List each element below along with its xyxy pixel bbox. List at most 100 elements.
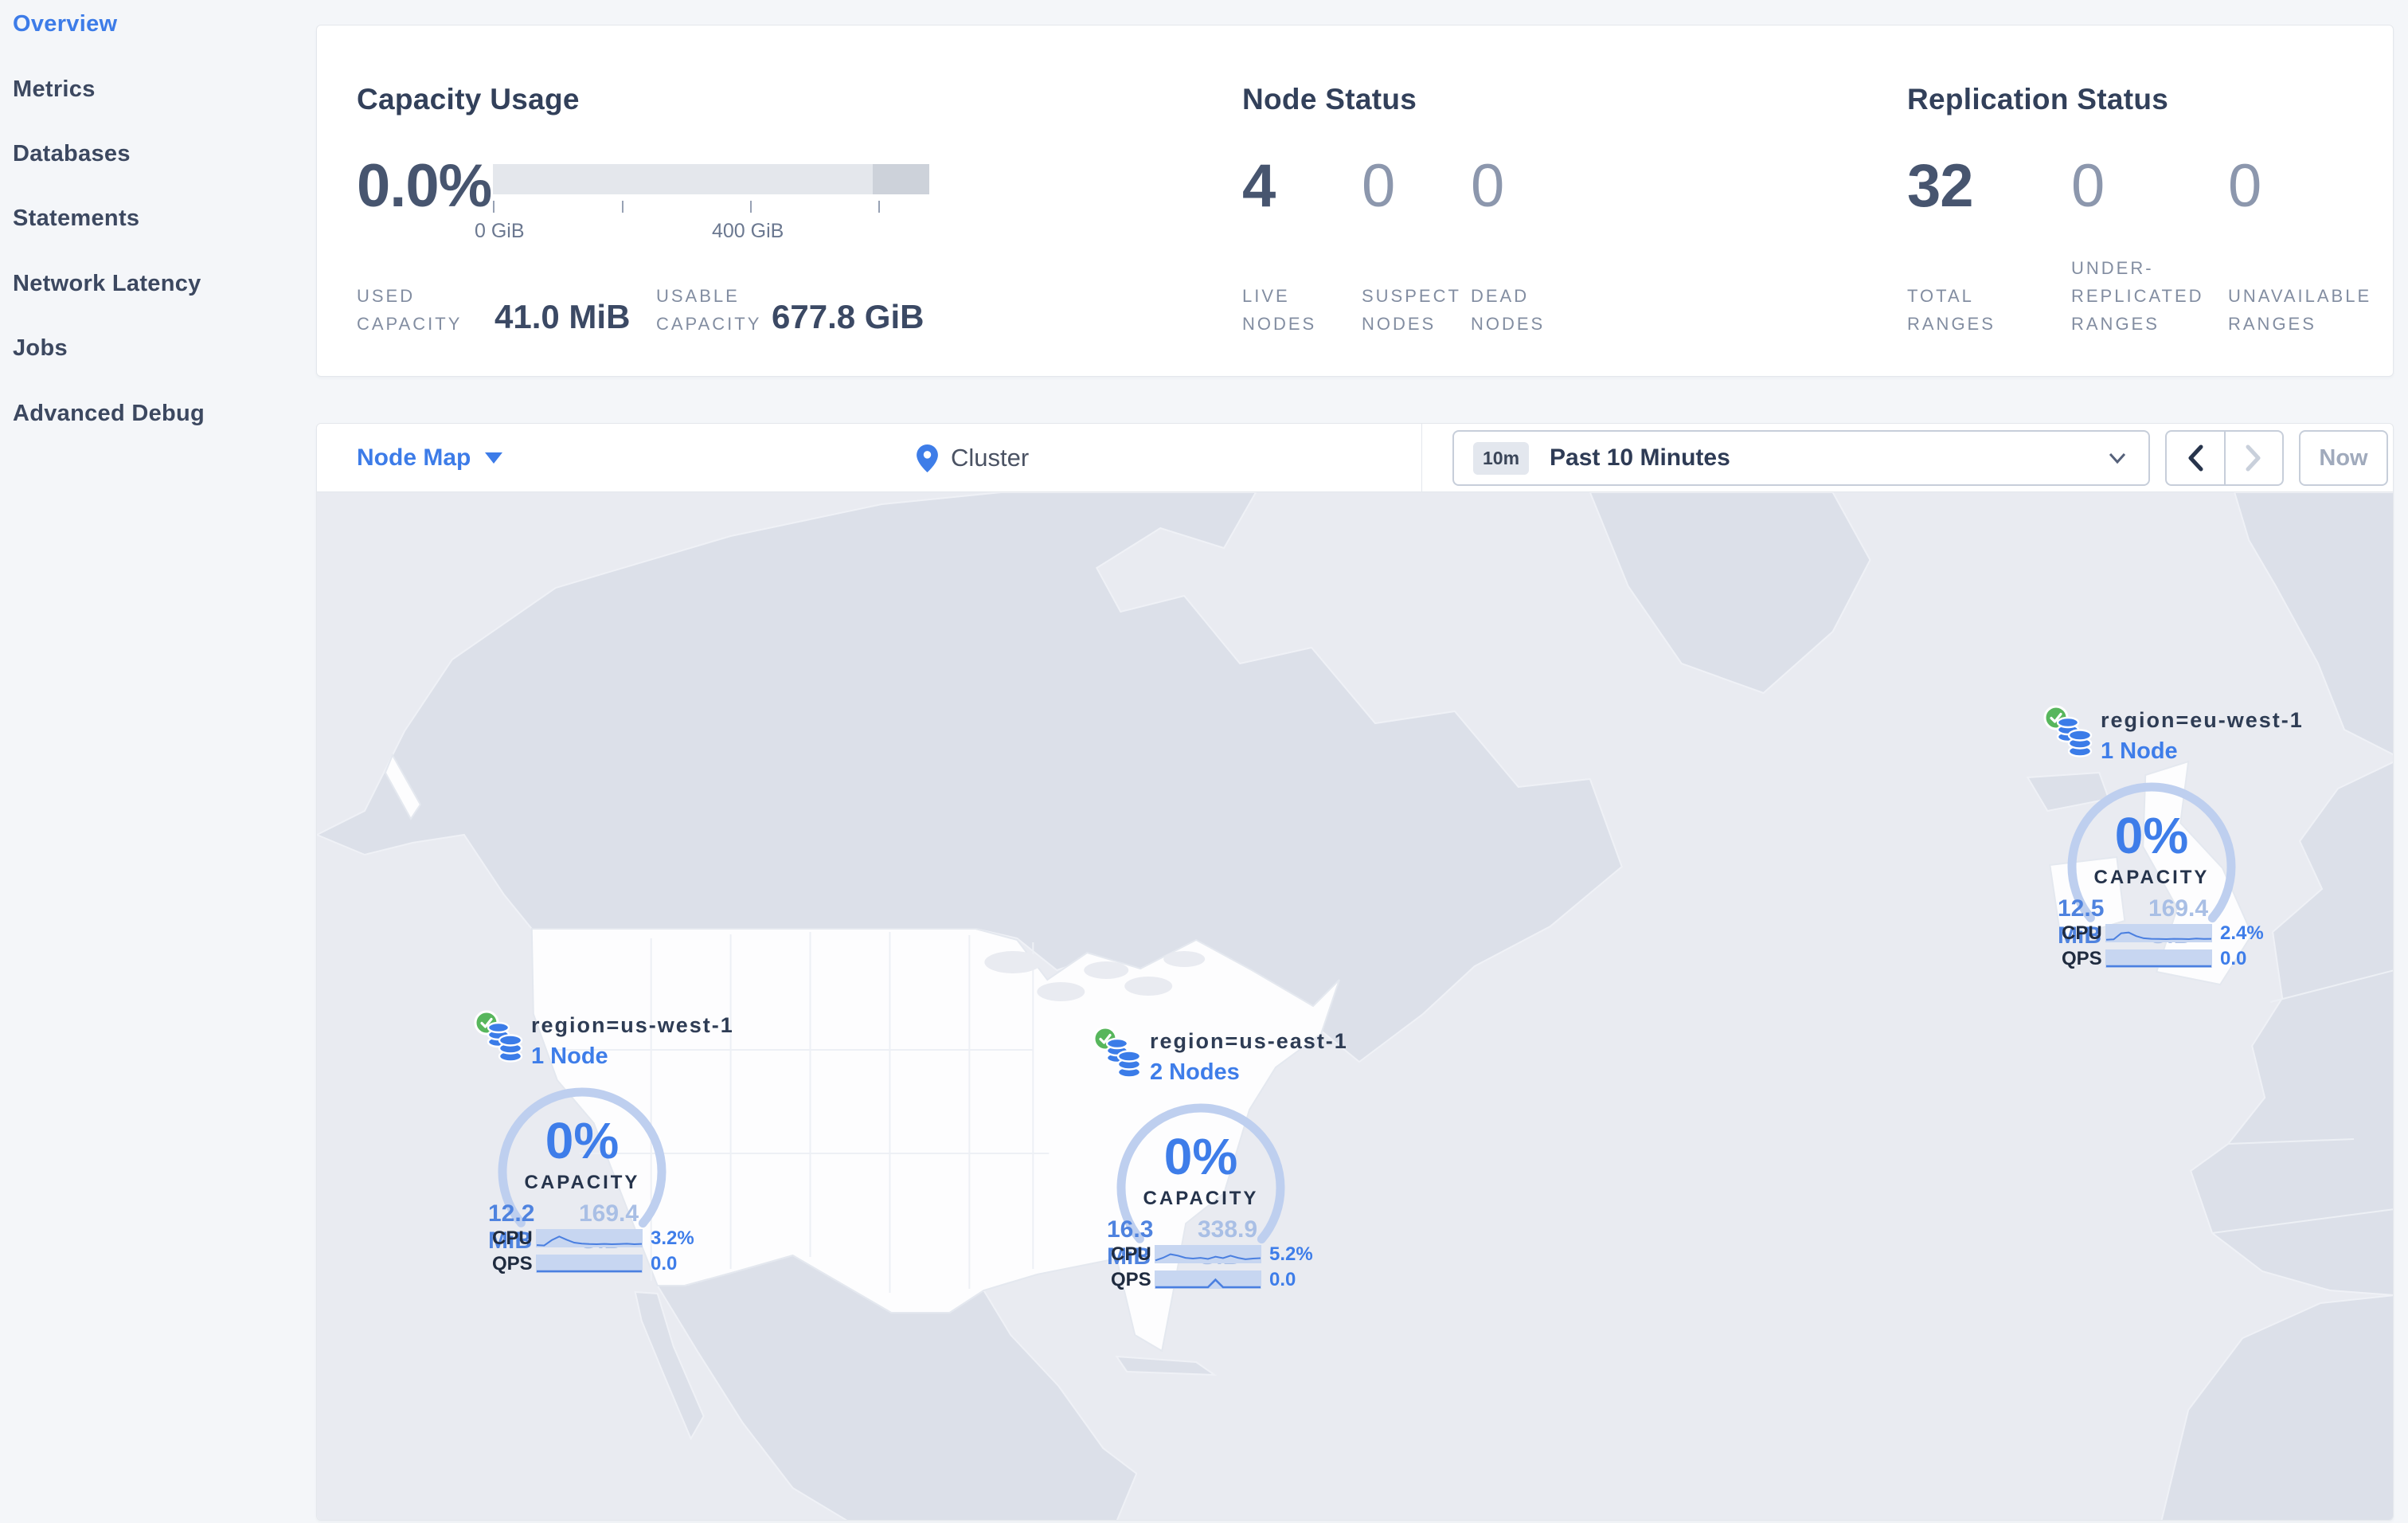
cpu-value: 2.4%	[2220, 922, 2264, 944]
cluster-summary-panel: Capacity Usage 0.0% 0 GiB 400 GiB USED C…	[316, 25, 2394, 377]
sidebar-item-databases[interactable]: Databases	[13, 141, 131, 166]
under-replicated-ranges-count: 0	[2071, 152, 2105, 220]
replication-status-title: Replication Status	[1907, 83, 2169, 115]
qps-label: QPS	[2062, 947, 2102, 969]
capacity-percent: 0%	[2114, 807, 2189, 864]
cpu-label: CPU	[1111, 1243, 1151, 1265]
qps-label: QPS	[492, 1252, 533, 1274]
bar-tick-label-0: 0 GiB	[475, 220, 525, 242]
bar-tick	[622, 201, 624, 213]
chevron-down-icon	[2109, 452, 2126, 464]
time-forward-button[interactable]	[2223, 432, 2283, 484]
suspect-nodes-label: SUSPECT NODES	[1362, 286, 1461, 334]
breadcrumb-label: Cluster	[951, 444, 1030, 472]
qps-sparkline	[2105, 949, 2212, 968]
dead-nodes-label: DEAD NODES	[1471, 286, 1546, 334]
capacity-usage-title: Capacity Usage	[357, 83, 580, 115]
view-mode-label: Node Map	[357, 444, 471, 471]
capacity-label: CAPACITY	[524, 1172, 640, 1193]
cpu-label: CPU	[2062, 922, 2102, 944]
bar-tick-label-400: 400 GiB	[712, 220, 784, 242]
cpu-sparkline	[2105, 924, 2212, 942]
live-nodes-count: 4	[1242, 152, 1276, 220]
bar-tick	[750, 201, 752, 213]
region-name-link[interactable]: region=eu-west-1	[2101, 708, 2304, 732]
cpu-row: CPU 5.2%	[1111, 1243, 1318, 1265]
qps-value: 0.0	[2220, 947, 2247, 969]
time-range-select[interactable]: 10m Past 10 Minutes	[1452, 430, 2150, 486]
database-icon	[487, 1021, 523, 1063]
cpu-value: 5.2%	[1269, 1243, 1313, 1265]
qps-sparkline	[536, 1255, 643, 1273]
sidebar-item-overview[interactable]: Overview	[13, 11, 118, 37]
sidebar-item-advanced-debug[interactable]: Advanced Debug	[13, 401, 205, 426]
capacity-label: CAPACITY	[1143, 1188, 1259, 1209]
region-name-link[interactable]: region=us-west-1	[531, 1013, 734, 1037]
map-toolbar: Node Map Cluster 10m Past 10 Minutes	[317, 424, 2393, 492]
unavailable-ranges-count: 0	[2228, 152, 2261, 220]
view-mode-dropdown[interactable]: Node Map	[357, 424, 503, 492]
capacity-label: CAPACITY	[2093, 867, 2210, 888]
used-capacity: 12.2 MiB	[488, 1200, 535, 1254]
capacity-percent: 0%	[545, 1112, 620, 1169]
capacity-gauge	[498, 1087, 666, 1256]
sidebar-item-jobs[interactable]: Jobs	[13, 335, 68, 361]
time-range-badge: 10m	[1473, 441, 1530, 475]
sidebar-item-metrics[interactable]: Metrics	[13, 76, 96, 102]
suspect-nodes-count: 0	[1362, 152, 1395, 220]
database-icon	[2056, 716, 2093, 758]
bar-tick	[493, 201, 494, 213]
capacity-gauge	[2067, 782, 2236, 951]
map-pin-icon	[917, 444, 938, 472]
qps-sparkline	[1155, 1270, 1261, 1289]
cpu-value: 3.2%	[651, 1227, 694, 1249]
world-map: 0% CAPACITY 12.2 MiB 169.4 GiB	[317, 492, 2393, 1520]
time-pager	[2165, 430, 2284, 486]
usable-capacity-label: USABLE CAPACITY	[656, 286, 762, 334]
cpu-sparkline	[1155, 1245, 1261, 1263]
qps-row: QPS 0.0	[492, 1252, 699, 1274]
now-button[interactable]: Now	[2299, 430, 2388, 486]
sidebar-item-statements[interactable]: Statements	[13, 206, 140, 231]
database-icon	[1105, 1037, 1142, 1079]
qps-value: 0.0	[651, 1252, 678, 1274]
region-icons	[474, 1010, 526, 1063]
node-map-panel: Node Map Cluster 10m Past 10 Minutes	[316, 423, 2394, 1521]
capacity-percent: 0%	[1163, 1128, 1238, 1185]
capacity-usage-bar	[493, 164, 929, 194]
cpu-sparkline	[536, 1229, 643, 1247]
chevron-down-icon	[485, 452, 503, 464]
total-ranges-label: TOTAL RANGES	[1907, 286, 1996, 334]
region-node-count-link[interactable]: 1 Node	[531, 1043, 608, 1069]
capacity-usage-percent: 0.0%	[357, 152, 492, 220]
capacity-gauge	[1116, 1103, 1285, 1272]
used-capacity: 12.5 MiB	[2058, 895, 2105, 949]
sidebar-item-network-latency[interactable]: Network Latency	[13, 271, 201, 296]
used-capacity: 16.3 MiB	[1107, 1216, 1154, 1270]
used-capacity-label: USED CAPACITY	[357, 286, 463, 334]
world-map-svg	[317, 492, 2393, 1520]
capacity-bar-dark-segment	[872, 164, 929, 194]
cpu-label: CPU	[492, 1227, 533, 1249]
region-node-count-link[interactable]: 1 Node	[2101, 738, 2178, 764]
node-status-title: Node Status	[1242, 83, 1417, 115]
breadcrumb[interactable]: Cluster	[917, 424, 1029, 492]
region-node-count-link[interactable]: 2 Nodes	[1150, 1059, 1240, 1085]
region-icons	[2043, 705, 2096, 758]
used-capacity-value: 41.0 MiB	[494, 298, 631, 335]
region-name-link[interactable]: region=us-east-1	[1150, 1029, 1348, 1053]
under-replicated-ranges-label: UNDER-REPLICATED RANGES	[2071, 258, 2204, 334]
qps-value: 0.0	[1269, 1268, 1296, 1290]
time-back-button[interactable]	[2167, 432, 2224, 484]
sidebar: Overview Metrics Databases Statements Ne…	[0, 0, 316, 1523]
qps-label: QPS	[1111, 1268, 1151, 1290]
qps-row: QPS 0.0	[1111, 1268, 1318, 1290]
cpu-row: CPU 3.2%	[492, 1227, 699, 1249]
total-ranges-count: 32	[1907, 152, 1974, 220]
cpu-row: CPU 2.4%	[2062, 922, 2269, 944]
bar-tick	[878, 201, 880, 213]
unavailable-ranges-label: UNAVAILABLE RANGES	[2228, 286, 2372, 334]
region-icons	[1093, 1026, 1145, 1079]
usable-capacity-value: 677.8 GiB	[772, 298, 924, 335]
live-nodes-label: LIVE NODES	[1242, 286, 1317, 334]
